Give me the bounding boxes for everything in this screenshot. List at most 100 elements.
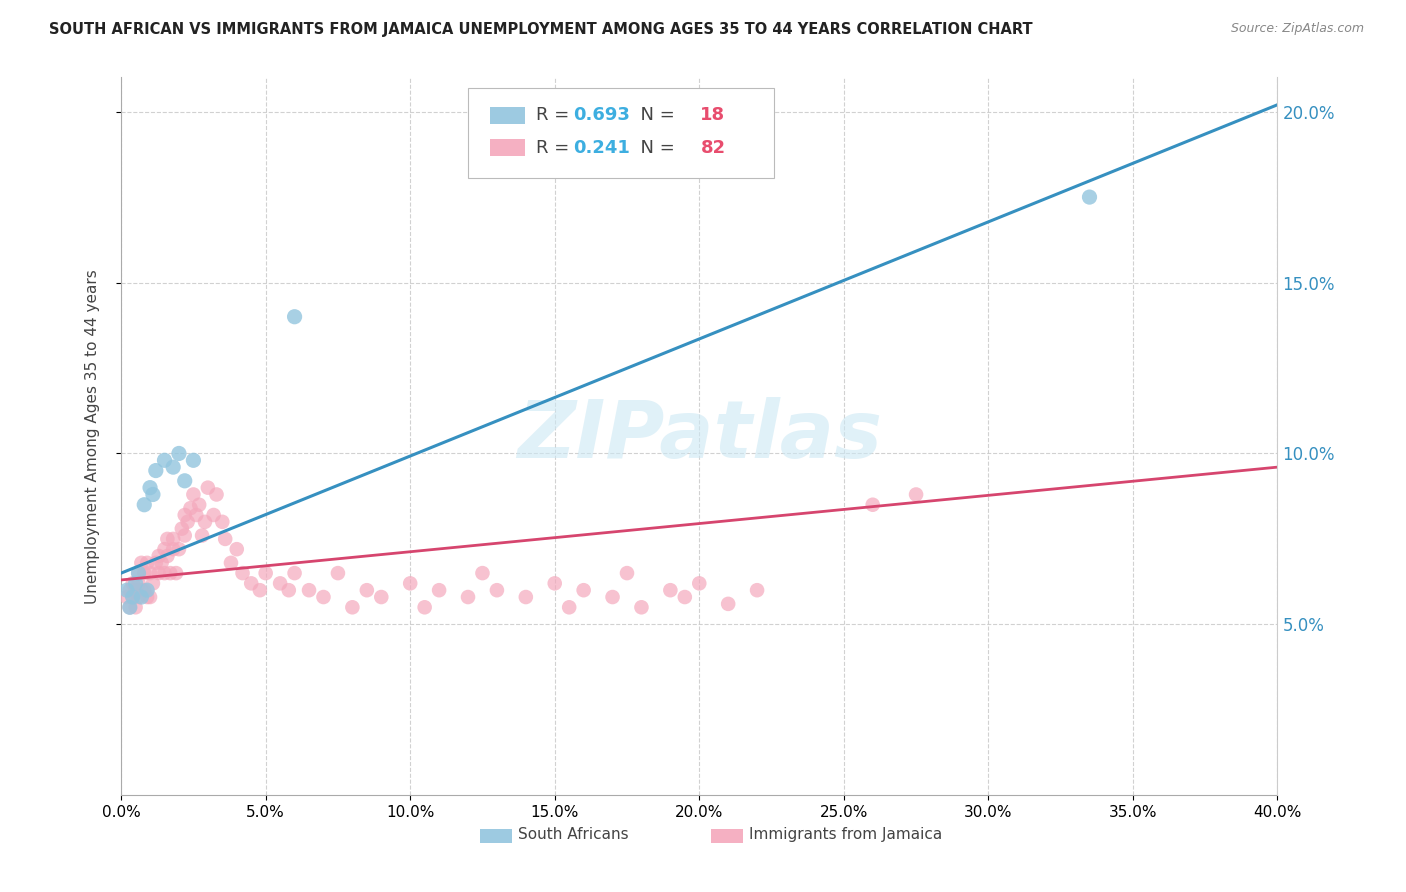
Immigrants from Jamaica [153, 542, 176, 557]
South Africans [153, 453, 176, 467]
Immigrants from Jamaica [179, 501, 201, 516]
Text: R =: R = [536, 106, 575, 125]
Immigrants from Jamaica [148, 549, 170, 563]
Immigrants from Jamaica [139, 590, 162, 604]
Immigrants from Jamaica [121, 590, 143, 604]
Immigrants from Jamaica [186, 508, 208, 522]
Text: South Africans: South Africans [517, 827, 628, 842]
Immigrants from Jamaica [127, 590, 149, 604]
Text: Source: ZipAtlas.com: Source: ZipAtlas.com [1230, 22, 1364, 36]
Immigrants from Jamaica [170, 522, 193, 536]
Immigrants from Jamaica [298, 583, 321, 598]
Immigrants from Jamaica [205, 487, 228, 501]
Immigrants from Jamaica [457, 590, 479, 604]
Immigrants from Jamaica [142, 576, 165, 591]
Text: N =: N = [628, 106, 681, 125]
Immigrants from Jamaica [277, 583, 299, 598]
Text: N =: N = [628, 139, 681, 157]
Immigrants from Jamaica [127, 566, 149, 580]
Immigrants from Jamaica [167, 542, 190, 557]
Immigrants from Jamaica [269, 576, 291, 591]
Immigrants from Jamaica [249, 583, 271, 598]
Immigrants from Jamaica [515, 590, 537, 604]
Immigrants from Jamaica [148, 566, 170, 580]
Immigrants from Jamaica [602, 590, 624, 604]
Immigrants from Jamaica [131, 556, 153, 570]
Immigrants from Jamaica [427, 583, 450, 598]
Immigrants from Jamaica [312, 590, 335, 604]
FancyBboxPatch shape [479, 829, 512, 844]
FancyBboxPatch shape [711, 829, 744, 844]
South Africans [167, 446, 190, 460]
Immigrants from Jamaica [485, 583, 508, 598]
Immigrants from Jamaica [134, 583, 156, 598]
Immigrants from Jamaica [127, 576, 149, 591]
South Africans [121, 590, 143, 604]
Immigrants from Jamaica [118, 583, 141, 598]
Immigrants from Jamaica [162, 542, 184, 557]
Text: Immigrants from Jamaica: Immigrants from Jamaica [749, 827, 942, 842]
Immigrants from Jamaica [194, 515, 217, 529]
Immigrants from Jamaica [188, 498, 211, 512]
Text: ZIPatlas: ZIPatlas [517, 397, 882, 475]
Immigrants from Jamaica [156, 532, 179, 546]
Immigrants from Jamaica [211, 515, 233, 529]
South Africans [139, 481, 162, 495]
South Africans [1078, 190, 1101, 204]
FancyBboxPatch shape [489, 139, 524, 156]
Immigrants from Jamaica [159, 566, 181, 580]
Text: 0.241: 0.241 [574, 139, 630, 157]
Immigrants from Jamaica [131, 583, 153, 598]
Immigrants from Jamaica [124, 583, 146, 598]
Immigrants from Jamaica [214, 532, 236, 546]
Immigrants from Jamaica [202, 508, 225, 522]
Immigrants from Jamaica [688, 576, 710, 591]
Immigrants from Jamaica [342, 600, 364, 615]
Immigrants from Jamaica [673, 590, 696, 604]
South Africans [142, 487, 165, 501]
Immigrants from Jamaica [145, 556, 167, 570]
Immigrants from Jamaica [862, 498, 884, 512]
Immigrants from Jamaica [219, 556, 242, 570]
Immigrants from Jamaica [173, 528, 195, 542]
South Africans [162, 460, 184, 475]
Immigrants from Jamaica [326, 566, 349, 580]
Immigrants from Jamaica [572, 583, 595, 598]
Immigrants from Jamaica [150, 556, 173, 570]
Immigrants from Jamaica [139, 566, 162, 580]
Immigrants from Jamaica [176, 515, 198, 529]
South Africans [183, 453, 205, 467]
Immigrants from Jamaica [225, 542, 247, 557]
Text: R =: R = [536, 139, 575, 157]
Immigrants from Jamaica [905, 487, 928, 501]
Immigrants from Jamaica [413, 600, 436, 615]
Immigrants from Jamaica [136, 590, 159, 604]
Text: 82: 82 [700, 139, 725, 157]
Text: SOUTH AFRICAN VS IMMIGRANTS FROM JAMAICA UNEMPLOYMENT AMONG AGES 35 TO 44 YEARS : SOUTH AFRICAN VS IMMIGRANTS FROM JAMAICA… [49, 22, 1033, 37]
Immigrants from Jamaica [165, 566, 187, 580]
South Africans [127, 566, 149, 580]
Immigrants from Jamaica [183, 487, 205, 501]
Immigrants from Jamaica [162, 532, 184, 546]
FancyBboxPatch shape [489, 107, 524, 124]
Immigrants from Jamaica [191, 528, 214, 542]
Immigrants from Jamaica [356, 583, 378, 598]
South Africans [145, 464, 167, 478]
Text: 18: 18 [700, 106, 725, 125]
South Africans [136, 583, 159, 598]
South Africans [124, 576, 146, 591]
Immigrants from Jamaica [118, 600, 141, 615]
Immigrants from Jamaica [370, 590, 392, 604]
Immigrants from Jamaica [124, 600, 146, 615]
Immigrants from Jamaica [284, 566, 307, 580]
Immigrants from Jamaica [399, 576, 422, 591]
Immigrants from Jamaica [471, 566, 494, 580]
Immigrants from Jamaica [136, 556, 159, 570]
Immigrants from Jamaica [173, 508, 195, 522]
Immigrants from Jamaica [240, 576, 263, 591]
Text: 0.693: 0.693 [574, 106, 630, 125]
Y-axis label: Unemployment Among Ages 35 to 44 years: Unemployment Among Ages 35 to 44 years [86, 269, 100, 604]
Immigrants from Jamaica [254, 566, 277, 580]
Immigrants from Jamaica [659, 583, 682, 598]
Immigrants from Jamaica [232, 566, 254, 580]
